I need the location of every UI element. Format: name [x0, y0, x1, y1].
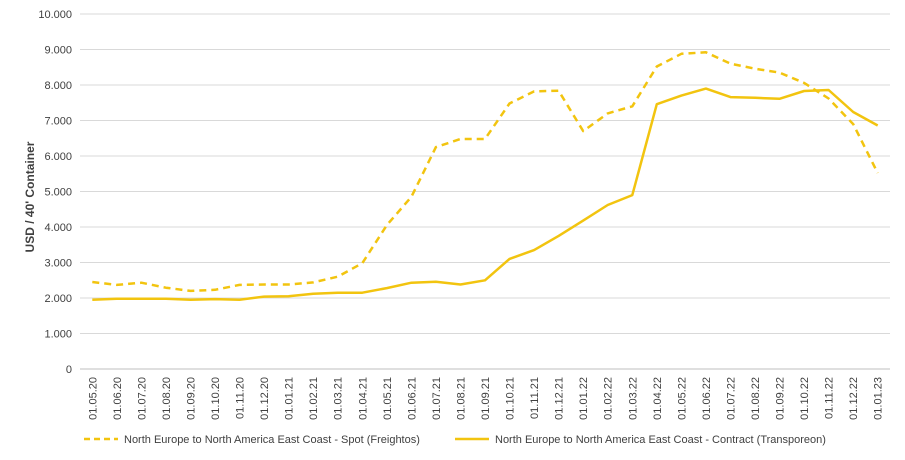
- y-tick-label: 7.000: [44, 116, 72, 128]
- x-tick-label: 01.06.20: [112, 377, 124, 420]
- x-tick-label: 01.05.21: [382, 377, 394, 420]
- x-tick-label: 01.04.21: [357, 377, 369, 420]
- x-tick-label: 01.12.21: [554, 377, 566, 420]
- y-tick-label: 10.000: [38, 9, 72, 21]
- x-tick-label: 01.09.22: [775, 377, 787, 420]
- x-tick-label: 01.10.22: [799, 377, 811, 420]
- legend-label-spot: North Europe to North America East Coast…: [124, 434, 420, 446]
- gridlines: [80, 13, 890, 370]
- x-tick-label: 01.09.21: [480, 377, 492, 420]
- series-lines: [92, 51, 879, 302]
- x-tick-label: 01.06.21: [406, 377, 418, 420]
- legend-label-contract: North Europe to North America East Coast…: [495, 434, 826, 446]
- x-tick-label: 01.09.20: [185, 377, 197, 420]
- x-tick-label: 01.07.20: [136, 377, 148, 420]
- x-tick-label: 01.11.20: [235, 377, 247, 419]
- x-tick-label: 01.11.22: [824, 377, 836, 419]
- y-tick-label: 1.000: [44, 329, 72, 341]
- y-axis-ticks: 0 1.000 2.000 3.000 4.000 5.000 6.000 7.000 8.00…: [38, 9, 72, 376]
- y-tick-label: 5.000: [44, 187, 72, 199]
- y-tick-label: 0: [66, 364, 72, 376]
- x-tick-label: 01.05.22: [676, 377, 688, 420]
- x-tick-label: 01.01.21: [284, 377, 296, 420]
- x-tick-label: 01.12.20: [259, 377, 271, 420]
- series-line-spot: [92, 51, 879, 293]
- x-tick-label: 01.08.22: [750, 377, 762, 420]
- x-tick-label: 01.11.21: [529, 377, 541, 419]
- x-tick-label: 01.10.21: [505, 377, 517, 420]
- x-tick-label: 01.07.22: [725, 377, 737, 420]
- x-tick-label: 01.02.21: [308, 377, 320, 420]
- x-tick-label: 01.01.23: [873, 377, 885, 420]
- y-tick-label: 8.000: [44, 80, 72, 92]
- x-tick-label: 01.02.22: [603, 377, 615, 420]
- y-tick-label: 6.000: [44, 151, 72, 163]
- x-tick-label: 01.04.22: [652, 377, 664, 420]
- x-tick-label: 01.03.21: [333, 377, 345, 420]
- y-tick-label: 9.000: [44, 45, 72, 57]
- x-tick-label: 01.10.20: [210, 377, 222, 420]
- x-tick-label: 01.01.22: [578, 377, 590, 420]
- legend: North Europe to North America East Coast…: [84, 434, 826, 446]
- x-tick-label: 01.12.22: [848, 377, 860, 420]
- x-axis-ticks: 01.05.20 01.06.20 01.07.20 01.08.20 01.09.20…: [87, 377, 884, 420]
- y-tick-label: 2.000: [44, 293, 72, 305]
- y-axis-label: USD / 40' Container: [23, 141, 37, 252]
- y-tick-label: 4.000: [44, 222, 72, 234]
- series-line-contract: [92, 87, 879, 302]
- x-tick-label: 01.08.21: [455, 377, 467, 420]
- x-tick-label: 01.03.22: [627, 377, 639, 420]
- x-tick-label: 01.08.20: [161, 377, 173, 420]
- x-tick-label: 01.06.22: [701, 377, 713, 420]
- y-tick-label: 3.000: [44, 258, 72, 270]
- x-tick-label: 01.05.20: [87, 377, 99, 420]
- x-tick-label: 01.07.21: [431, 377, 443, 420]
